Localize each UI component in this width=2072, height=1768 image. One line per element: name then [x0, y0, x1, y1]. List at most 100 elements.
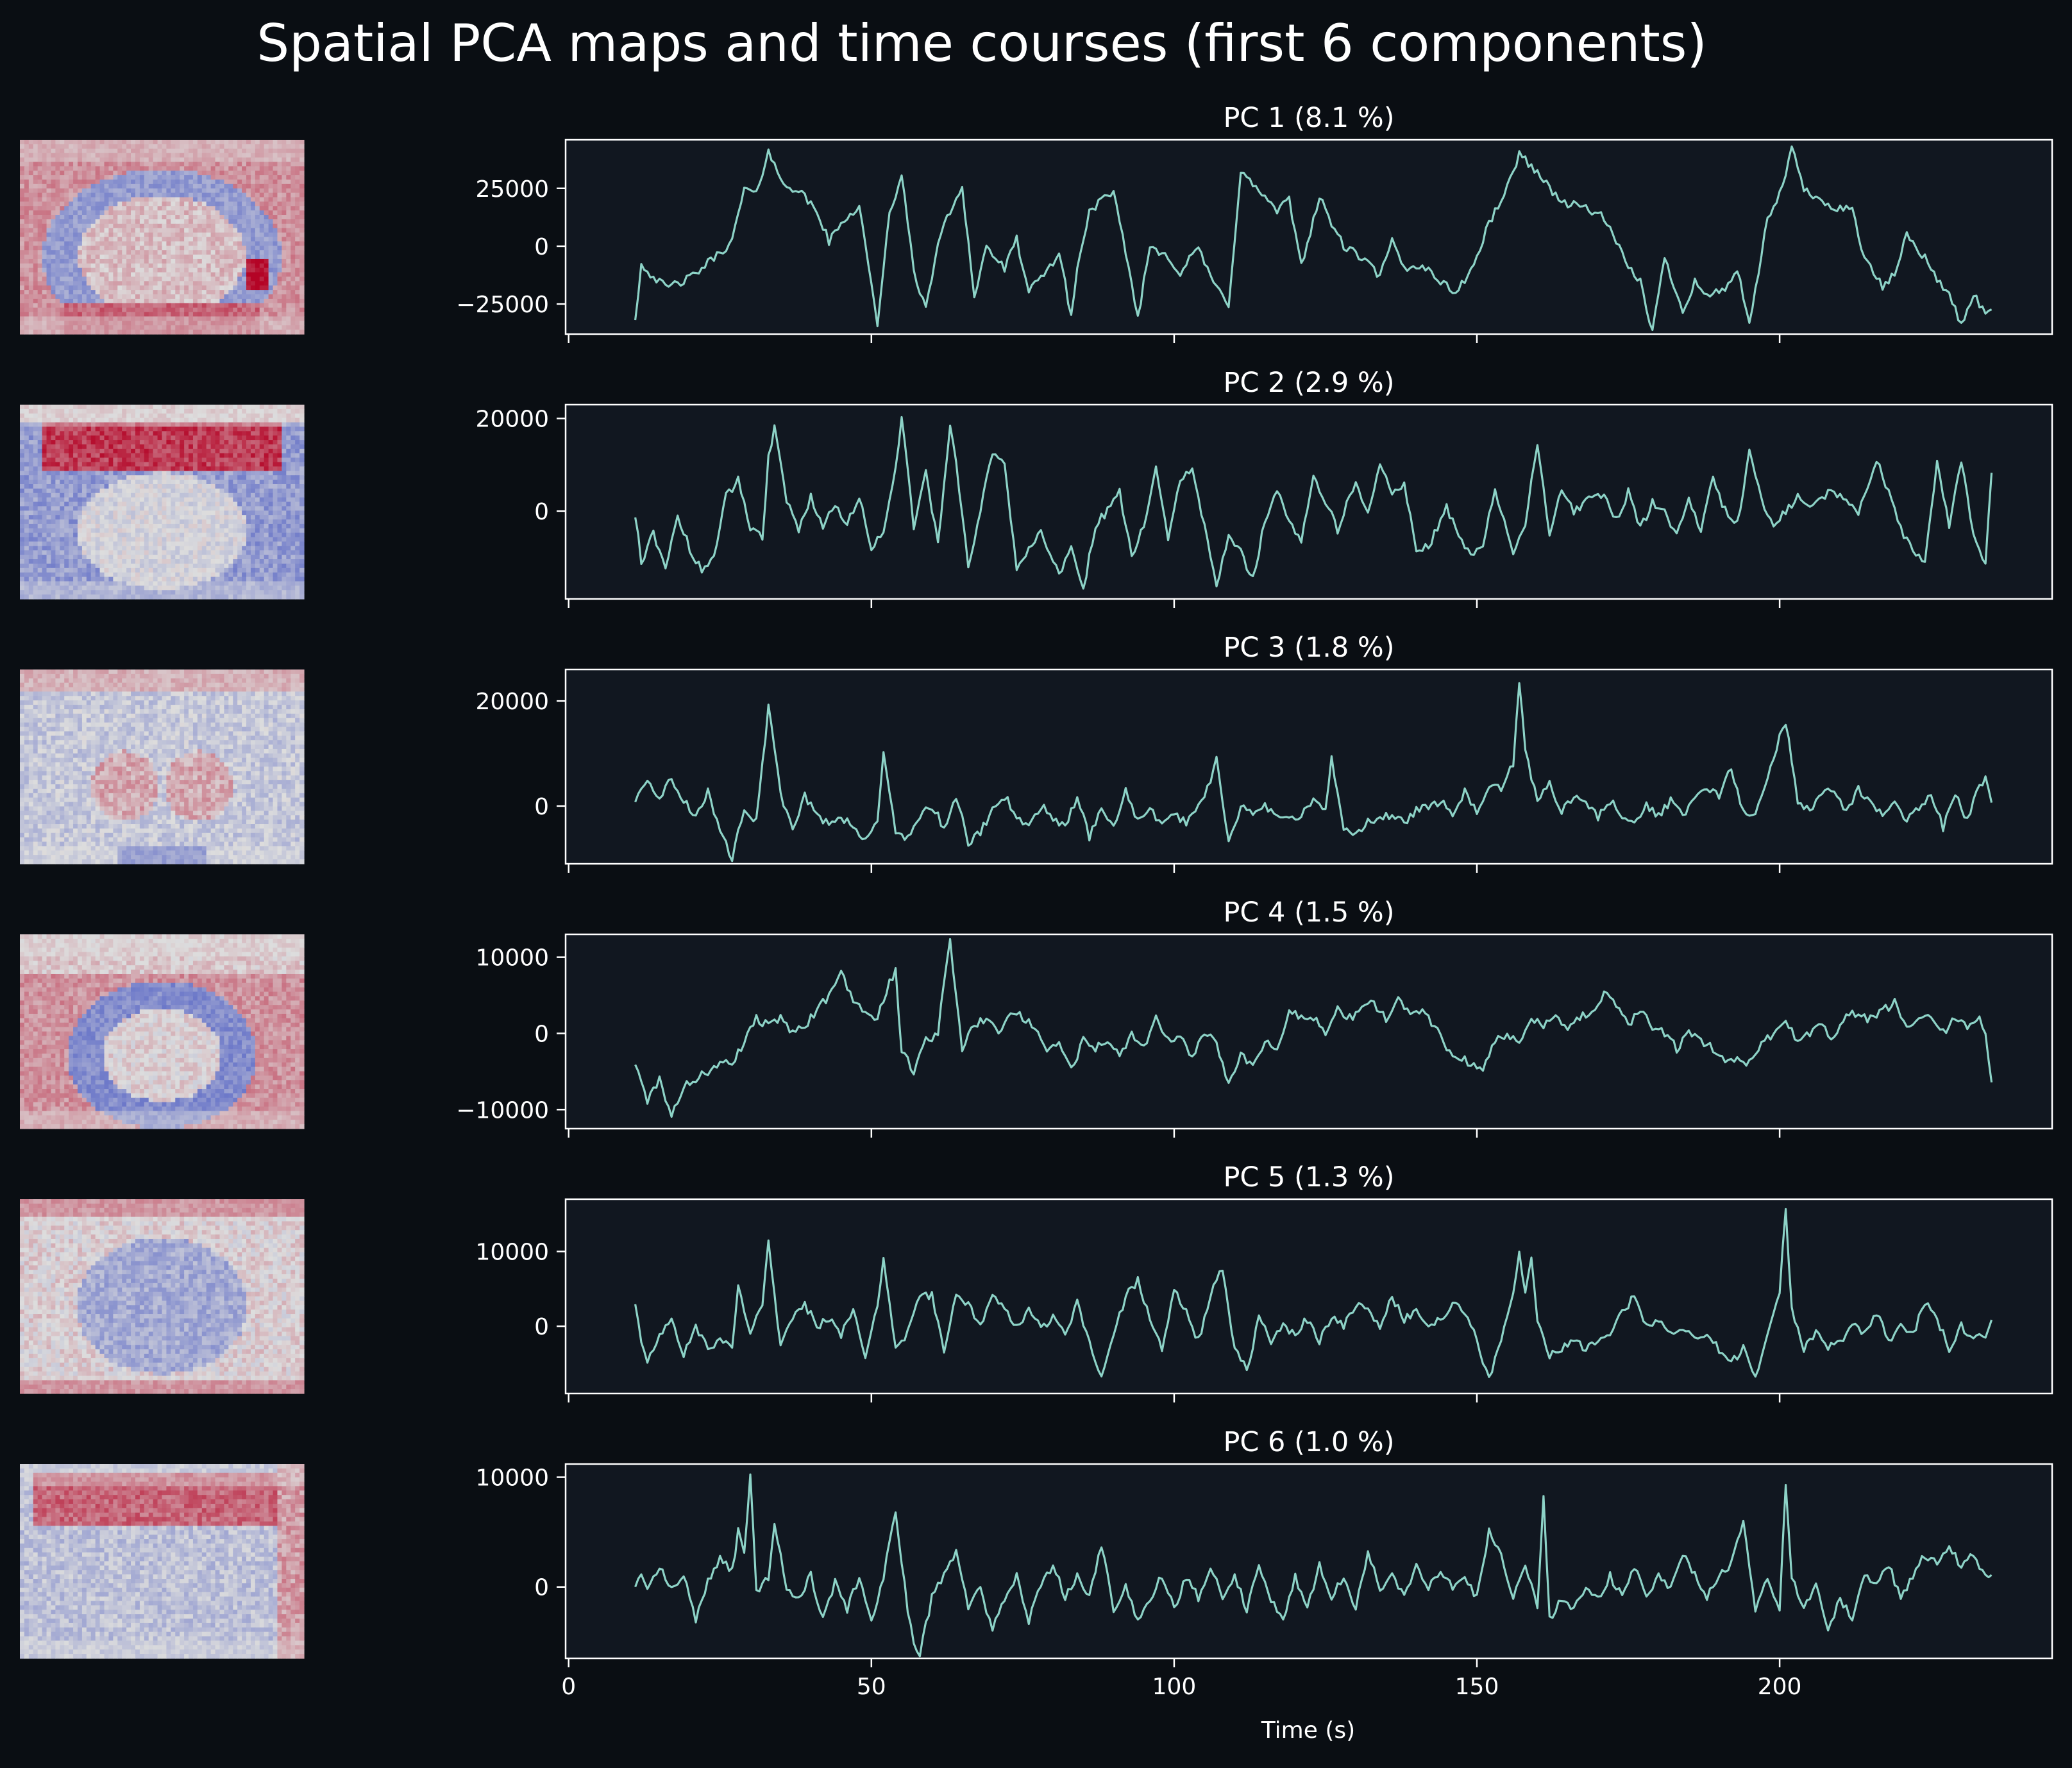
map-pixel — [206, 435, 212, 441]
map-pixel — [206, 413, 212, 419]
map-pixel — [184, 462, 189, 467]
map-pixel — [277, 440, 282, 445]
map-pixel — [210, 192, 216, 198]
map-pixel — [189, 166, 194, 171]
map-pixel — [28, 506, 34, 511]
map-pixel — [131, 413, 136, 419]
map-pixel — [259, 148, 265, 154]
map-pixel — [189, 330, 194, 335]
map-pixel — [291, 258, 296, 264]
map-pixel — [237, 426, 242, 432]
map-pixel — [81, 188, 87, 194]
map-pixel — [42, 171, 47, 176]
map-pixel — [299, 250, 305, 255]
map-pixel — [81, 550, 87, 555]
map-pixel — [277, 321, 282, 326]
map-pixel — [86, 215, 92, 220]
map-pixel — [55, 206, 60, 211]
map-pixel — [64, 537, 69, 543]
map-pixel — [60, 405, 65, 410]
map-pixel — [90, 515, 96, 520]
map-pixel — [246, 312, 251, 317]
map-pixel — [219, 440, 224, 445]
map-pixel — [246, 294, 251, 299]
map-pixel — [180, 501, 185, 507]
map-pixel — [219, 183, 224, 189]
map-pixel — [144, 232, 149, 238]
map-pixel — [189, 321, 194, 326]
map-pixel — [24, 448, 29, 454]
map-pixel — [295, 497, 300, 503]
map-pixel — [108, 523, 114, 529]
map-pixel — [20, 405, 25, 410]
map-pixel — [42, 148, 47, 154]
map-pixel — [268, 294, 274, 299]
map-pixel — [104, 440, 110, 445]
map-pixel — [291, 255, 296, 260]
map-pixel — [242, 457, 247, 463]
map-pixel — [166, 307, 171, 313]
map-pixel — [201, 440, 207, 445]
map-pixel — [126, 321, 131, 326]
map-pixel — [113, 440, 118, 445]
map-pixel — [135, 537, 140, 543]
map-pixel — [299, 546, 305, 551]
map-pixel — [250, 537, 256, 543]
map-pixel — [139, 506, 145, 511]
map-pixel — [264, 532, 269, 538]
map-pixel — [117, 294, 122, 299]
map-pixel — [135, 541, 140, 546]
map-pixel — [201, 276, 207, 282]
map-pixel — [175, 281, 180, 286]
map-pixel — [233, 480, 238, 485]
map-pixel — [197, 462, 203, 467]
map-pixel — [233, 303, 238, 308]
map-pixel — [291, 426, 296, 432]
map-pixel — [286, 192, 291, 198]
map-pixel — [148, 506, 154, 511]
map-pixel — [246, 201, 251, 206]
map-pixel — [175, 312, 180, 317]
map-pixel — [224, 281, 229, 286]
map-pixel — [81, 488, 87, 494]
map-pixel — [99, 250, 105, 255]
map-pixel — [291, 413, 296, 419]
map-pixel — [273, 294, 278, 299]
map-pixel — [171, 431, 176, 436]
map-pixel — [99, 157, 105, 163]
map-pixel — [64, 462, 69, 467]
map-pixel — [197, 298, 203, 304]
map-pixel — [135, 183, 140, 189]
map-pixel — [64, 523, 69, 529]
map-pixel — [55, 276, 60, 282]
map-pixel — [219, 258, 224, 264]
map-pixel — [210, 255, 216, 260]
map-pixel — [73, 153, 78, 158]
map-pixel — [192, 506, 198, 511]
map-pixel — [86, 255, 92, 260]
map-pixel — [24, 413, 29, 419]
map-pixel — [108, 546, 114, 551]
map-pixel — [28, 321, 34, 326]
map-pixel — [20, 219, 25, 224]
map-pixel — [69, 294, 74, 299]
map-pixel — [64, 471, 69, 476]
map-pixel — [108, 272, 114, 278]
map-pixel — [282, 307, 287, 313]
map-pixel — [46, 290, 52, 295]
map-pixel — [295, 201, 300, 206]
map-pixel — [197, 285, 203, 290]
map-pixel — [37, 515, 43, 520]
map-pixel — [99, 453, 105, 459]
map-pixel — [237, 471, 242, 476]
map-pixel — [153, 488, 158, 494]
map-pixel — [219, 197, 224, 203]
map-pixel — [282, 197, 287, 203]
map-pixel — [273, 501, 278, 507]
map-pixel — [206, 519, 212, 525]
map-pixel — [162, 537, 167, 543]
map-pixel — [113, 179, 118, 185]
map-pixel — [255, 166, 260, 171]
map-pixel — [180, 408, 185, 414]
map-pixel — [237, 466, 242, 471]
